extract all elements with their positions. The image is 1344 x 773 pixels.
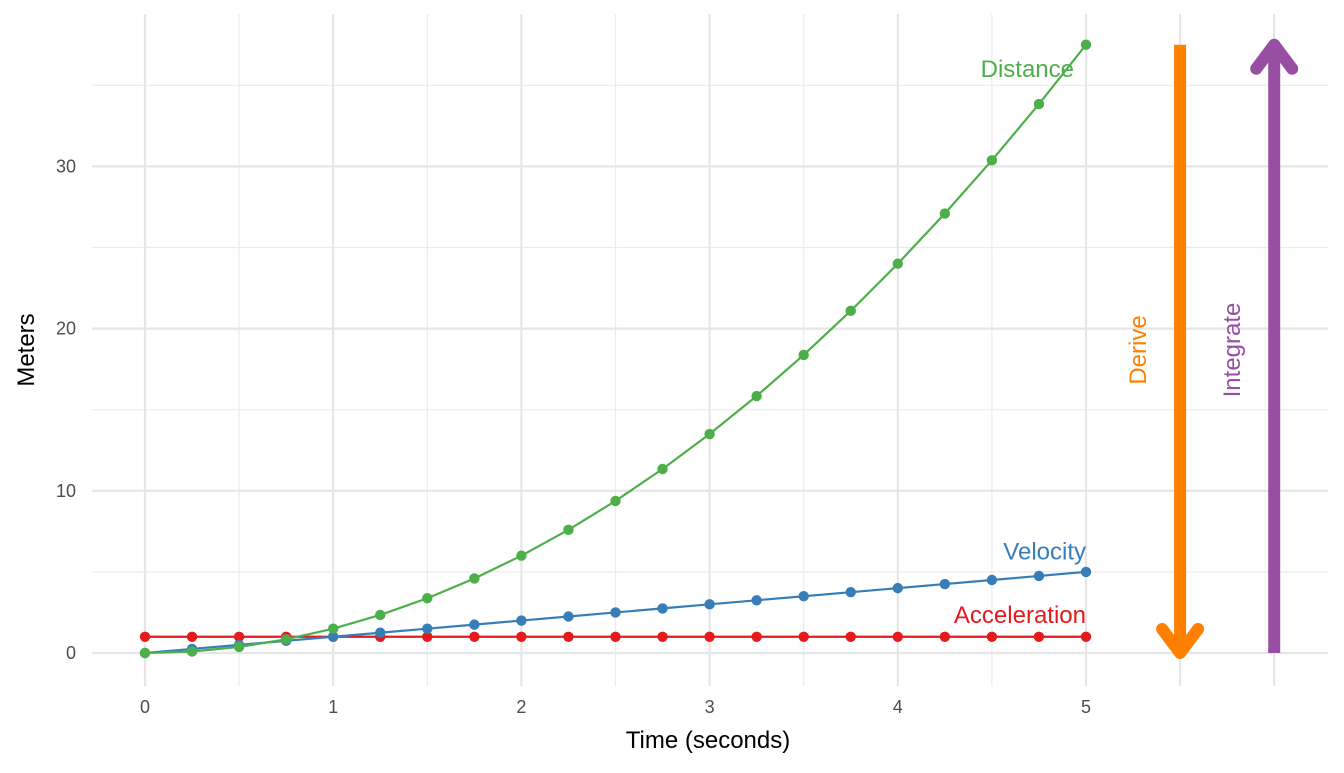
distance-point bbox=[516, 550, 527, 561]
velocity-point bbox=[939, 578, 951, 590]
derive-arrow-head bbox=[1156, 623, 1205, 659]
acceleration-point bbox=[657, 631, 668, 642]
distance-point bbox=[422, 593, 433, 604]
acceleration-point bbox=[751, 631, 762, 642]
y-axis-title: Meters bbox=[13, 313, 40, 386]
acceleration-point bbox=[610, 631, 621, 642]
series-layer bbox=[139, 39, 1092, 659]
distance-point bbox=[1033, 98, 1045, 110]
distance-point bbox=[986, 155, 998, 166]
y-tick-label: 10 bbox=[56, 481, 76, 501]
distance-point bbox=[1080, 39, 1092, 50]
distance-point bbox=[704, 428, 715, 440]
annotation-layer: Derive Integrate bbox=[1125, 38, 1299, 659]
y-axis-ticks: 0 10 20 30 bbox=[56, 156, 76, 663]
acceleration-point bbox=[1033, 631, 1045, 642]
distance-point bbox=[375, 609, 386, 621]
y-tick-label: 0 bbox=[66, 643, 76, 663]
derive-label: Derive bbox=[1125, 315, 1152, 384]
acceleration-point bbox=[422, 631, 433, 642]
integrate-label: Integrate bbox=[1219, 303, 1246, 398]
distance-point bbox=[939, 208, 951, 219]
acceleration-point bbox=[1080, 631, 1092, 642]
velocity-point bbox=[328, 631, 339, 642]
velocity-point bbox=[1080, 566, 1092, 578]
distance-point bbox=[139, 647, 151, 659]
distance-point bbox=[610, 495, 621, 507]
velocity-point bbox=[751, 595, 762, 606]
y-tick-label: 30 bbox=[56, 156, 76, 176]
integrate-arrow-head bbox=[1250, 38, 1299, 75]
acceleration-point bbox=[845, 631, 856, 642]
x-tick-label: 0 bbox=[140, 697, 150, 717]
acceleration-point bbox=[563, 631, 574, 642]
x-tick-label: 3 bbox=[705, 697, 715, 717]
acceleration-point bbox=[186, 631, 198, 642]
integrate-arrow: Integrate bbox=[1219, 38, 1299, 653]
acceleration-point bbox=[469, 631, 480, 642]
velocity-point bbox=[986, 574, 998, 586]
major-gridlines bbox=[92, 14, 1328, 686]
velocity-point bbox=[845, 586, 856, 598]
acceleration-point bbox=[233, 631, 245, 642]
velocity-point bbox=[1033, 570, 1045, 582]
series-labels: Acceleration Velocity Distance bbox=[954, 56, 1086, 629]
distance-point bbox=[563, 524, 574, 536]
acceleration-point bbox=[516, 631, 527, 642]
acceleration-point bbox=[704, 631, 715, 642]
x-tick-label: 1 bbox=[328, 697, 338, 717]
velocity-point bbox=[422, 623, 433, 634]
acceleration-point bbox=[139, 631, 151, 642]
velocity-point bbox=[798, 591, 809, 602]
velocity-series bbox=[139, 566, 1092, 659]
velocity-point bbox=[563, 611, 574, 622]
distance-point bbox=[469, 573, 480, 584]
velocity-point bbox=[610, 607, 621, 618]
acceleration-point bbox=[892, 631, 903, 642]
distance-point bbox=[657, 463, 668, 475]
distance-point bbox=[798, 349, 809, 361]
derive-arrow: Derive bbox=[1125, 44, 1205, 659]
acceleration-point bbox=[798, 631, 809, 642]
distance-point bbox=[751, 390, 762, 402]
x-axis-title: Time (seconds) bbox=[626, 727, 790, 754]
velocity-point bbox=[516, 615, 527, 626]
x-tick-label: 4 bbox=[893, 697, 903, 717]
x-tick-label: 2 bbox=[516, 697, 526, 717]
acceleration-point bbox=[986, 631, 998, 642]
distance-point bbox=[280, 634, 292, 645]
acceleration-point bbox=[939, 631, 951, 642]
velocity-point bbox=[892, 582, 903, 594]
velocity-label: Velocity bbox=[1003, 539, 1086, 566]
x-axis-ticks: 0 1 2 3 4 5 bbox=[140, 697, 1091, 717]
distance-point bbox=[845, 305, 856, 317]
distance-point bbox=[892, 258, 903, 269]
velocity-point bbox=[375, 627, 386, 638]
acceleration-label: Acceleration bbox=[954, 602, 1086, 629]
velocity-point bbox=[704, 599, 715, 610]
y-tick-label: 20 bbox=[56, 319, 76, 339]
velocity-point bbox=[657, 603, 668, 614]
distance-label: Distance bbox=[981, 56, 1074, 83]
velocity-point bbox=[469, 619, 480, 630]
distance-point bbox=[186, 646, 198, 657]
distance-point bbox=[328, 623, 339, 634]
x-tick-label: 5 bbox=[1081, 697, 1091, 717]
distance-series bbox=[139, 39, 1092, 659]
distance-point bbox=[233, 641, 245, 653]
